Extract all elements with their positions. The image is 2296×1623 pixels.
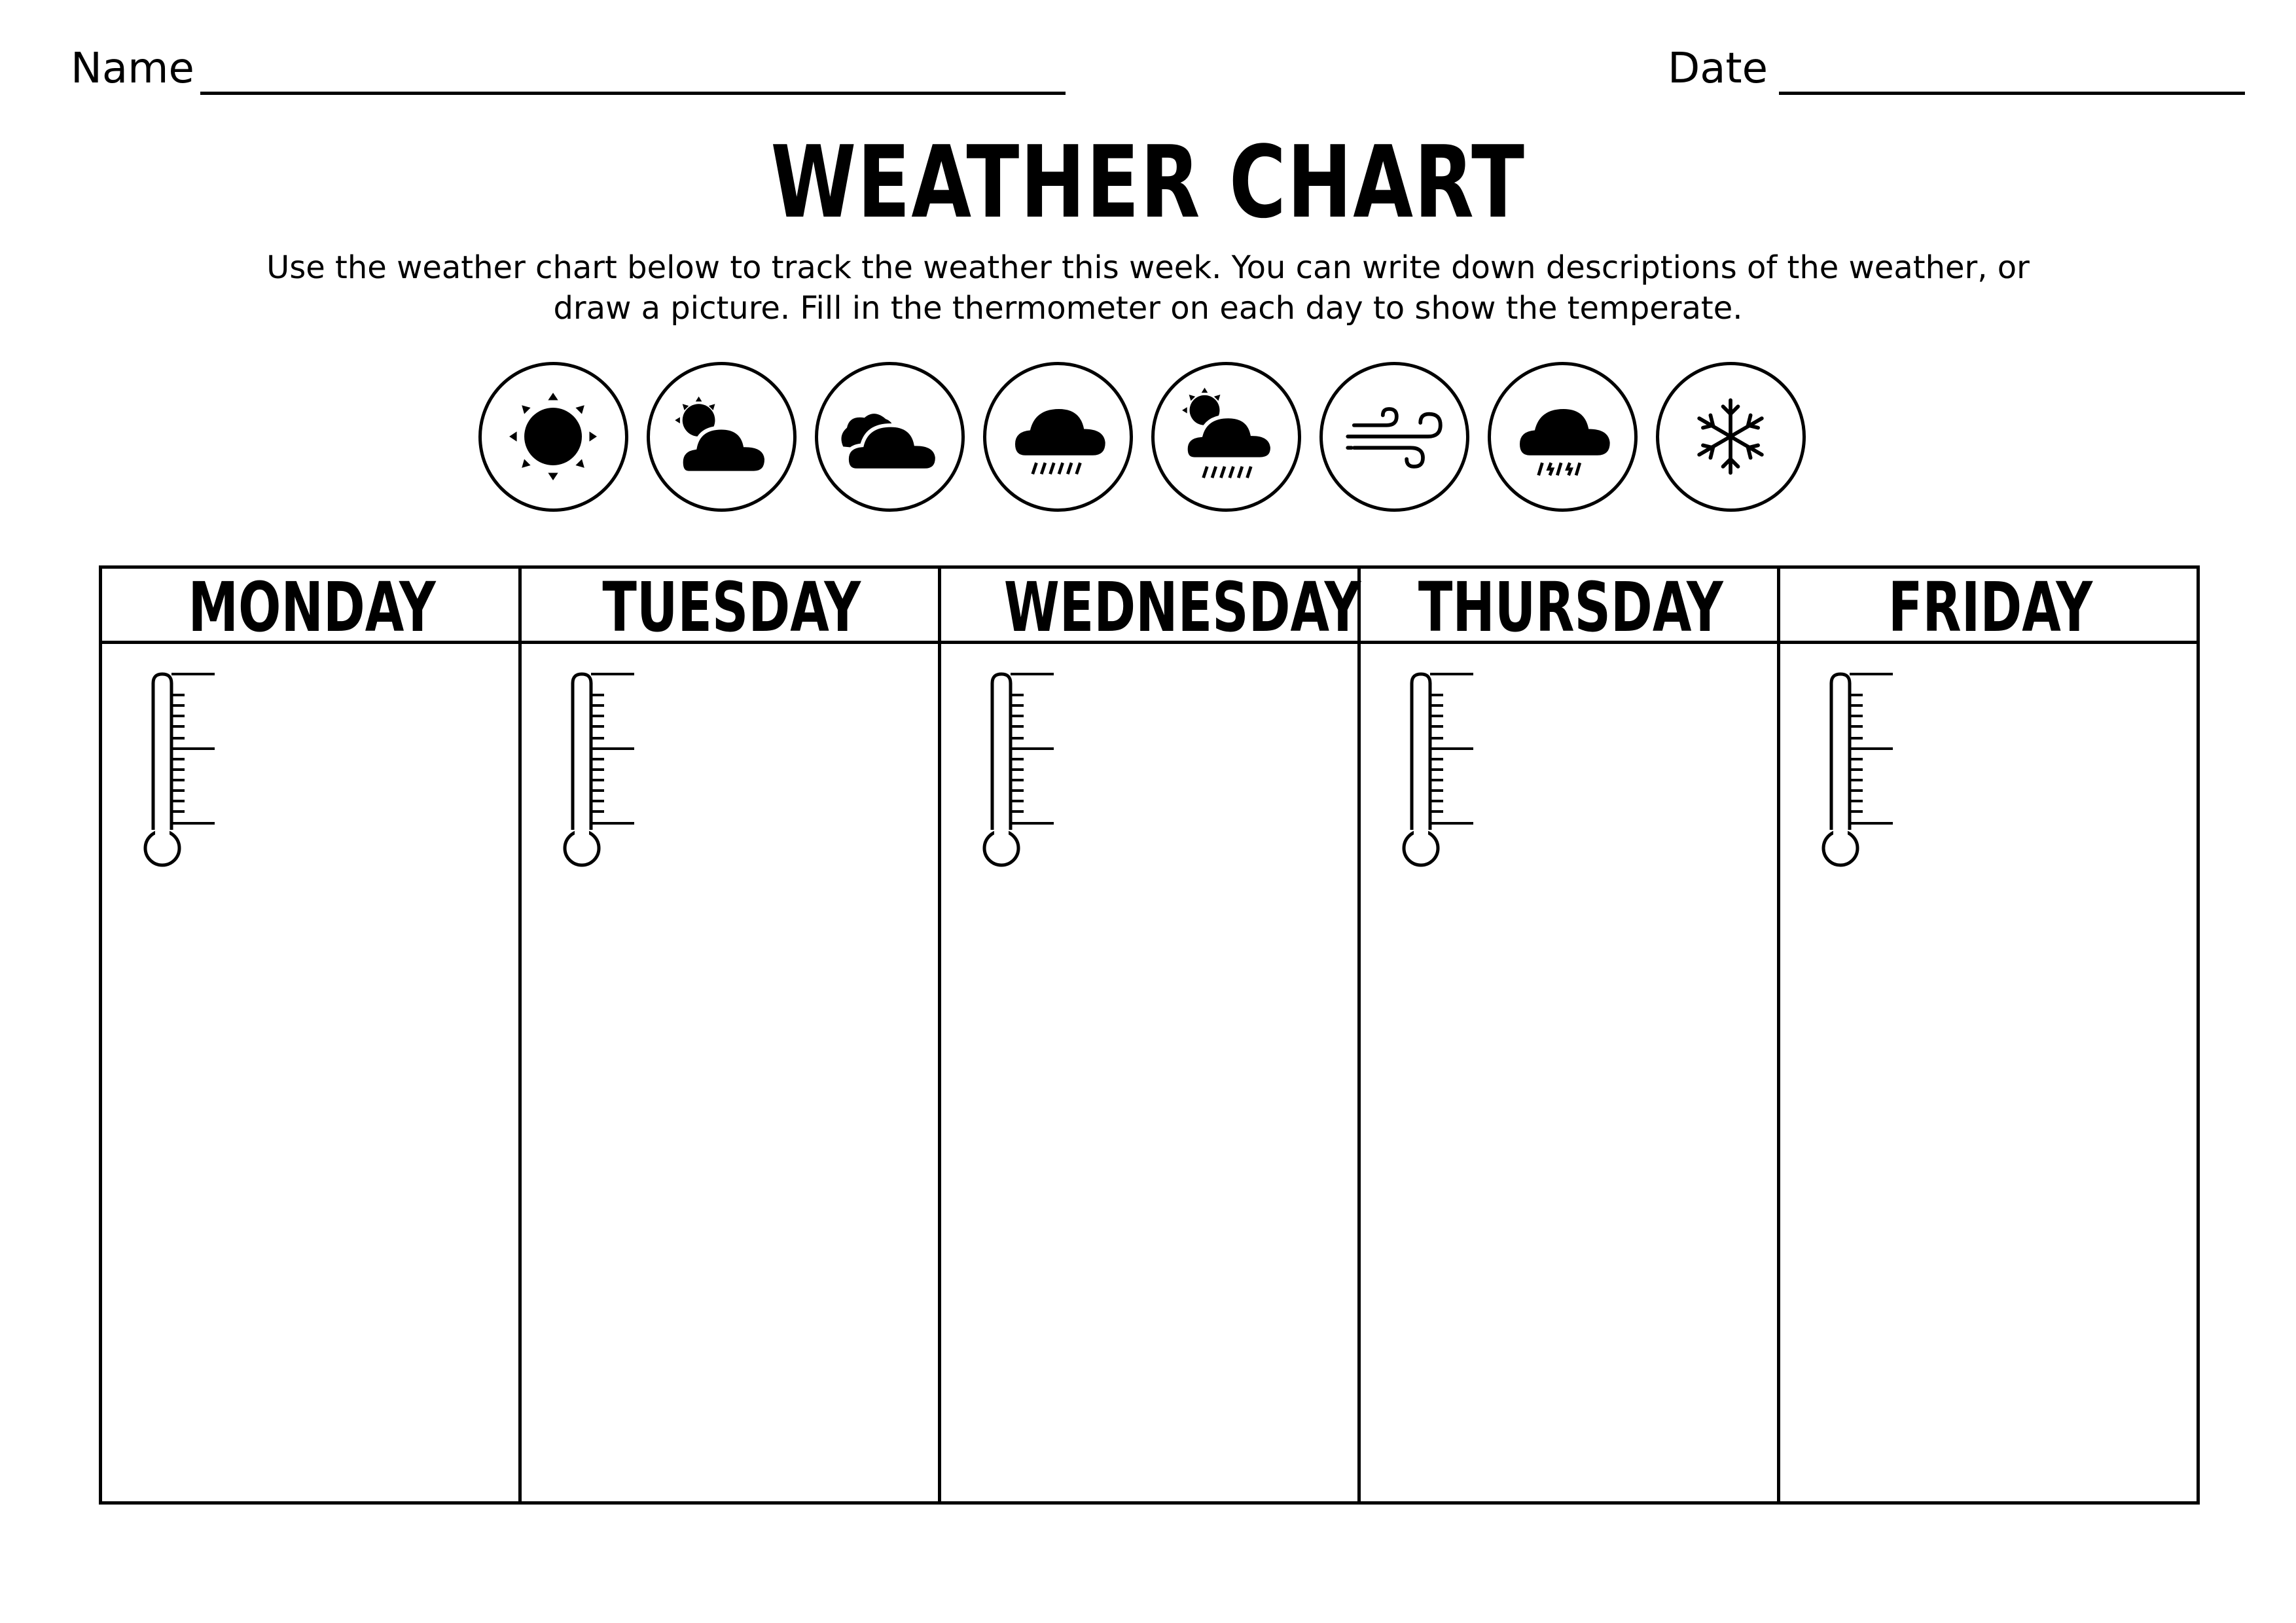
sun-shower-icon xyxy=(1151,362,1301,512)
cloudy-icon xyxy=(815,362,965,512)
thermometer-icon[interactable] xyxy=(1808,671,1899,868)
page-title: WEATHER CHART xyxy=(770,124,1526,240)
day-header-friday: FRIDAY xyxy=(1888,567,2092,647)
instructions-line-1: Use the weather chart below to track the… xyxy=(266,249,2030,286)
snowflake-icon xyxy=(1656,362,1806,512)
name-label: Name xyxy=(71,45,194,93)
sleet-icon xyxy=(1488,362,1638,512)
sun-icon xyxy=(478,362,628,512)
weather-chart-table: MONDAY TUESDAY WEDNESDAY THURSDAY FRIDAY xyxy=(99,565,2200,1505)
rain-icon xyxy=(983,362,1133,512)
column-divider xyxy=(1777,569,1780,1501)
thermometer-icon[interactable] xyxy=(969,671,1060,868)
column-divider xyxy=(1357,569,1361,1501)
date-field[interactable] xyxy=(1779,92,2245,95)
name-field[interactable] xyxy=(200,92,1066,95)
wind-icon xyxy=(1319,362,1469,512)
day-header-tuesday: TUESDAY xyxy=(602,567,861,647)
day-header-row: MONDAY TUESDAY WEDNESDAY THURSDAY FRIDAY xyxy=(102,567,2197,647)
column-divider xyxy=(518,569,522,1501)
thermometer-icon[interactable] xyxy=(549,671,641,868)
column-divider xyxy=(938,569,941,1501)
date-label: Date xyxy=(1668,45,1768,93)
thermometer-icon[interactable] xyxy=(130,671,221,868)
day-header-thursday: THURSDAY xyxy=(1418,567,1723,647)
weather-icons-row xyxy=(478,362,1820,519)
instructions: Use the weather chart below to track the… xyxy=(264,247,2032,329)
thermometer-icon[interactable] xyxy=(1388,671,1480,868)
day-header-wednesday: WEDNESDAY xyxy=(1003,567,1361,647)
instructions-line-2: draw a picture. Fill in the thermometer … xyxy=(553,290,1743,327)
day-header-monday: MONDAY xyxy=(188,567,436,647)
partly-cloudy-icon xyxy=(647,362,797,512)
